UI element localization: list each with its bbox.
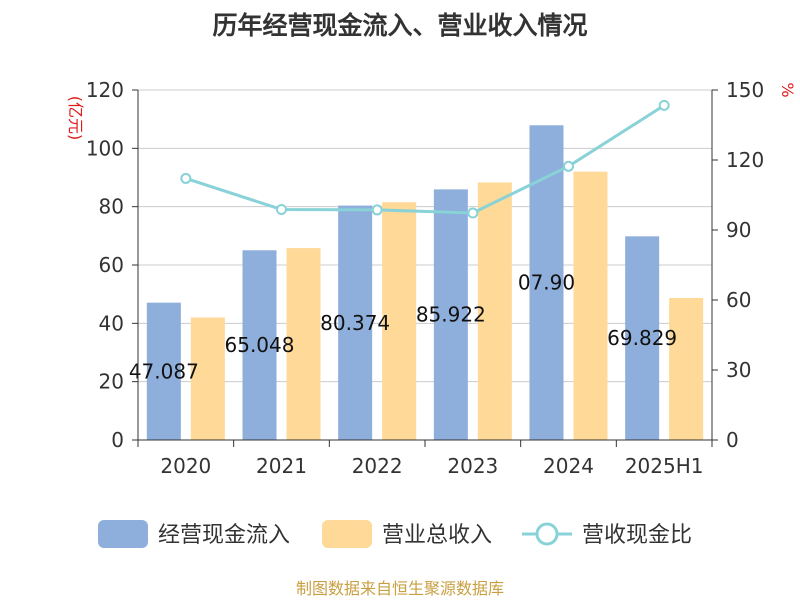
- x-tick-label: 2024: [543, 454, 594, 478]
- bar-revenue: [286, 248, 321, 440]
- right-tick-label: 120: [726, 148, 764, 172]
- ratio-line-path: [185, 104, 665, 215]
- bar-revenue: [477, 182, 512, 441]
- left-tick-label: 40: [99, 311, 124, 335]
- bar-cash-inflow: [242, 250, 277, 440]
- bar-revenue: [573, 171, 608, 440]
- bar-data-label: 85.922: [416, 303, 486, 327]
- bar-data-label: 65.048: [225, 333, 295, 357]
- x-tick-label: 2020: [160, 454, 211, 478]
- left-tick-label: 100: [86, 136, 124, 160]
- ratio-point: [658, 99, 670, 111]
- bars: [146, 125, 704, 441]
- bar-data-label: 80.374: [320, 311, 390, 335]
- bar-data-label: 07.90: [518, 271, 575, 295]
- source-note: 制图数据来自恒生聚源数据库: [296, 579, 504, 598]
- bar-labels: 47.087 65.048 80.374 85.922 07.90 69.829: [129, 271, 677, 384]
- right-tick-label: 60: [726, 288, 751, 312]
- bar-cash-inflow: [433, 189, 468, 440]
- bar-cash-inflow: [338, 205, 373, 440]
- legend-swatch-marker: [535, 522, 559, 546]
- bar-data-label: 69.829: [607, 326, 677, 350]
- bar-data-label: 47.087: [129, 359, 199, 383]
- legend: 经营现金流入 营业总收入 营收现金比: [98, 520, 692, 548]
- bar-cash-inflow: [625, 236, 660, 440]
- axes: 0 20 40 60 80 100 120 0 30 60 90 120 150 2020 2021 2022…: [86, 78, 764, 478]
- legend-label: 经营现金流入: [158, 523, 290, 548]
- right-axis-unit: %: [778, 82, 797, 97]
- ratio-point: [467, 207, 479, 219]
- x-tick-label: 2023: [447, 454, 498, 478]
- bar-revenue: [669, 297, 704, 440]
- bar-revenue: [382, 202, 417, 440]
- legend-swatch: [98, 520, 148, 548]
- bar-cash-inflow: [146, 302, 181, 440]
- x-tick-label: 2022: [352, 454, 403, 478]
- right-tick-label: 90: [726, 218, 751, 242]
- left-axis-unit: (亿元): [66, 96, 85, 141]
- left-tick-label: 20: [99, 370, 124, 394]
- left-tick-label: 60: [99, 253, 124, 277]
- left-tick-label: 80: [99, 195, 124, 219]
- ratio-point: [563, 160, 574, 172]
- legend-label: 营业总收入: [382, 523, 492, 548]
- chart-title: 历年经营现金流入、营业收入情况: [212, 11, 587, 40]
- ratio-point: [180, 172, 192, 184]
- x-tick-label: 2021: [256, 454, 307, 478]
- ratio-point: [371, 204, 383, 216]
- ratio-line: [180, 99, 670, 219]
- left-tick-label: 120: [86, 78, 124, 102]
- right-tick-label: 0: [726, 428, 739, 452]
- ratio-point: [276, 203, 287, 215]
- x-tick-label: 2025H1: [625, 454, 704, 478]
- left-tick-label: 0: [111, 428, 124, 452]
- bar-revenue: [190, 317, 225, 440]
- legend-swatch: [322, 520, 372, 548]
- gridlines: [138, 89, 712, 383]
- right-tick-label: 30: [726, 358, 751, 382]
- right-tick-label: 150: [726, 78, 764, 102]
- legend-label: 营收现金比: [582, 523, 692, 548]
